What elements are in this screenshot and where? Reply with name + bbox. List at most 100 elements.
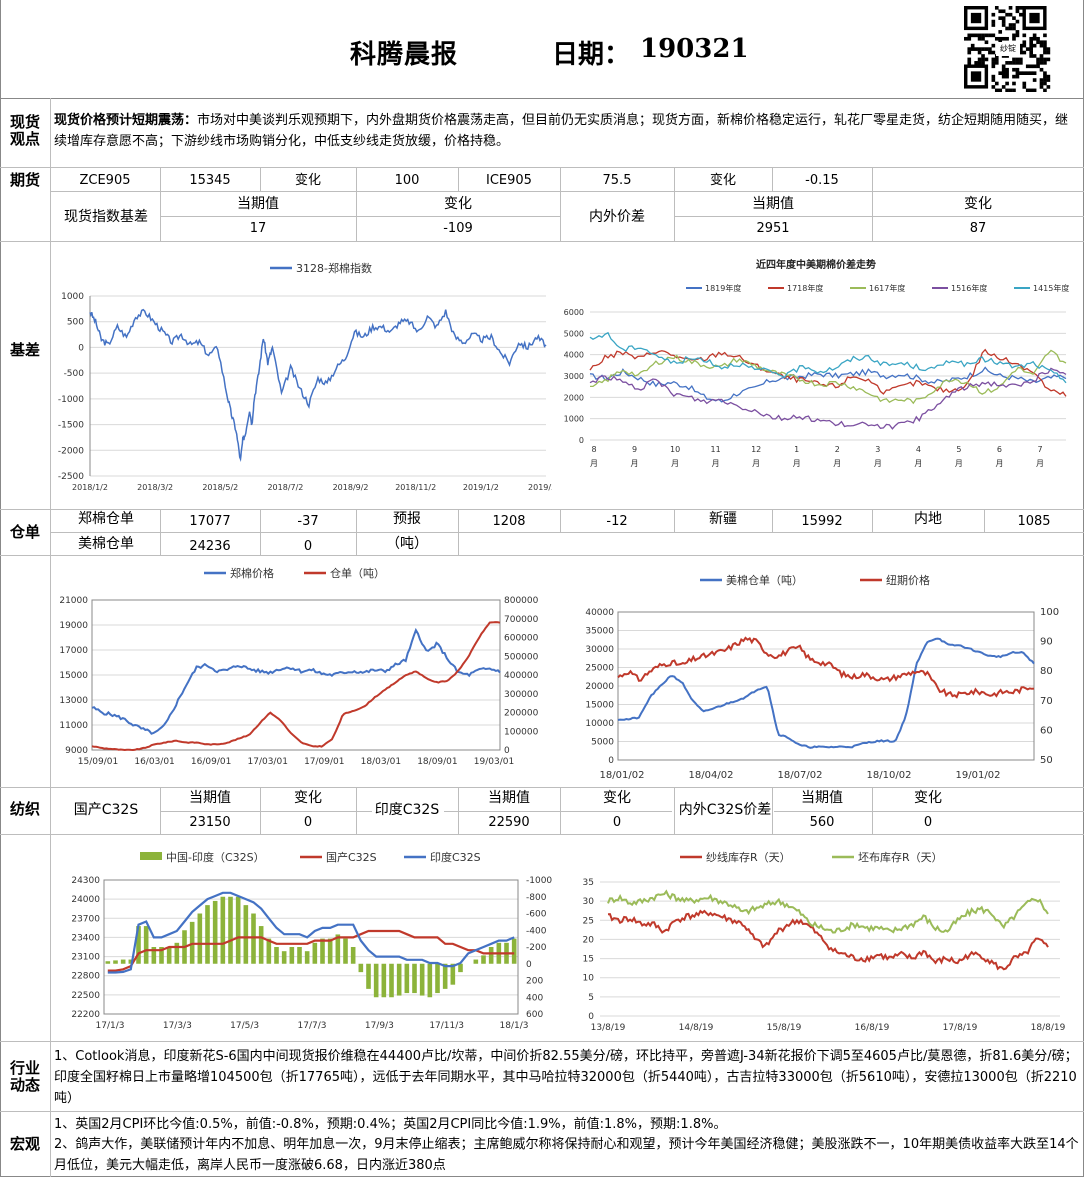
- chart4-y2tick: 400: [526, 993, 543, 1003]
- qr-module: [1005, 88, 1009, 93]
- qr-module: [1001, 71, 1006, 75]
- qr-module: [1039, 85, 1044, 89]
- qr-module: [1036, 40, 1040, 45]
- qr-module: [1015, 67, 1020, 72]
- qr-module: [1005, 26, 1009, 31]
- section-spot-view: 现货观点: [0, 113, 50, 149]
- chart4-xtick: 17/11/3: [429, 1021, 464, 1031]
- chart4-y2tick: -800: [526, 893, 547, 903]
- qr-module: [1022, 43, 1027, 48]
- section-futures: 期货: [9, 171, 40, 189]
- chart4-diff-bar: [343, 938, 348, 964]
- diff-chg-value: 0: [923, 815, 933, 830]
- chart5-xtick: 18/8/19: [1031, 1023, 1066, 1033]
- qr-module: [1001, 19, 1006, 24]
- chart4-ytick: 22500: [71, 991, 100, 1001]
- chart4-ytick: 24300: [71, 876, 100, 886]
- qr-module: [1001, 74, 1006, 79]
- qr-module: [1001, 9, 1006, 14]
- qr-module: [1015, 19, 1020, 24]
- chart5-ytick: 25: [583, 916, 594, 926]
- chart4-diff-bar: [373, 963, 379, 998]
- chart4-diff-bar: [159, 947, 164, 964]
- qr-module: [1046, 78, 1051, 82]
- ice-change-label: 变化: [709, 173, 736, 188]
- chart4-price-line: [107, 929, 515, 972]
- chart1-ytick: 5000: [564, 329, 584, 338]
- chart4-diff-bar: [174, 942, 180, 964]
- qr-module: [1012, 23, 1016, 27]
- qr-module: [1032, 36, 1037, 41]
- chart4-diff-bar: [105, 961, 111, 964]
- qr-module: [994, 81, 999, 86]
- qr-module: [1012, 57, 1016, 62]
- section-macro: 宏观: [9, 1135, 40, 1153]
- chart1-xunit: 月: [590, 459, 598, 468]
- qr-module: [1032, 71, 1037, 75]
- qr-module: [994, 61, 999, 65]
- qr-module: [1015, 71, 1020, 75]
- qr-module: [1039, 57, 1044, 62]
- chart0-legend: 3128-郑棉指数: [296, 261, 372, 275]
- section-spot-view-label: 现货观点: [9, 113, 40, 149]
- section-basis: 基差: [9, 341, 40, 359]
- chart4-legend-item-swatch: [140, 852, 162, 860]
- qr-module: [1005, 67, 1009, 72]
- chart5-ytick: 15: [583, 955, 594, 965]
- chart4-diff-bar: [304, 951, 310, 964]
- qr-module: [1001, 36, 1006, 41]
- qr-module: [1015, 61, 1020, 65]
- qr-module: [1039, 81, 1044, 86]
- qr-module: [984, 47, 989, 51]
- chart3-warehouse-line: [617, 637, 1035, 749]
- chart1-xunit: 月: [1036, 459, 1044, 468]
- cn-c32s-label: 国产C32S: [73, 802, 139, 818]
- chart5-legend-item: 纱线库存R（天）: [706, 850, 791, 864]
- chart3-y2tick: 90: [1040, 637, 1053, 648]
- in-chg-label: 变化: [603, 790, 631, 806]
- chart5-xtick: 15/8/19: [767, 1023, 802, 1033]
- chart1-legend-item: 1819年度: [705, 283, 741, 293]
- qr-module: [991, 43, 996, 48]
- section-industry-label: 行业动态: [9, 1059, 40, 1095]
- chart0-ytick: -1000: [58, 395, 84, 405]
- qr-module: [1015, 6, 1020, 10]
- qr-module: [970, 47, 975, 51]
- chart0-xtick: 2018/9/2: [333, 483, 369, 492]
- chart4-legend-item: 印度C32S: [430, 850, 481, 864]
- chart1-xtick: 12: [751, 445, 761, 454]
- qr-module: [994, 36, 999, 41]
- chart2-y2tick: 600000: [504, 634, 539, 644]
- chart4-y2tick: 600: [526, 1010, 543, 1020]
- inventory-days-chart: 纱线库存R（天） 坯布库存R（天） 35 30 25 20 15 10 5 013/8/19 14/…: [583, 850, 1066, 1033]
- qr-module: [1029, 88, 1033, 93]
- qr-module: [1043, 47, 1047, 51]
- basis-chg-label: 变化: [444, 196, 472, 212]
- macro-item-1: 1、英国2月CPI环比今值:0.5%，前值:-0.8%，预期:0.4%；英国2月…: [54, 1117, 727, 1132]
- qr-module: [1008, 61, 1013, 65]
- qr-module: [1043, 40, 1047, 45]
- qr-module: [1043, 71, 1047, 75]
- qr-module: [1029, 40, 1033, 45]
- basis-cur-label: 当期值: [237, 196, 279, 212]
- chart5-ytick: 0: [588, 1012, 594, 1022]
- qr-module: [1046, 57, 1051, 62]
- chart0-ytick: -1500: [58, 421, 84, 431]
- chart4-diff-bar: [274, 947, 279, 964]
- qr-module: [1005, 81, 1009, 86]
- qr-module: [1012, 67, 1016, 72]
- chart2-xtick: 18/09/01: [417, 757, 457, 767]
- chart4-diff-bar: [435, 963, 440, 994]
- qr-module: [1012, 74, 1016, 79]
- chart4-y2tick: -1000: [526, 876, 552, 886]
- qr-module: [967, 47, 972, 51]
- spread-chg-label: 变化: [964, 196, 992, 212]
- chart1-legend-item: 1617年度: [869, 283, 905, 293]
- diff-cur-value: 560: [809, 815, 835, 830]
- chart4-y2tick: 0: [526, 960, 532, 970]
- chart4-diff-bar: [113, 960, 118, 964]
- qr-module: [1039, 40, 1044, 45]
- qr-module: [998, 30, 1003, 34]
- chart4-xtick: 17/9/3: [365, 1021, 394, 1031]
- chart2-xtick: 17/09/01: [304, 757, 344, 767]
